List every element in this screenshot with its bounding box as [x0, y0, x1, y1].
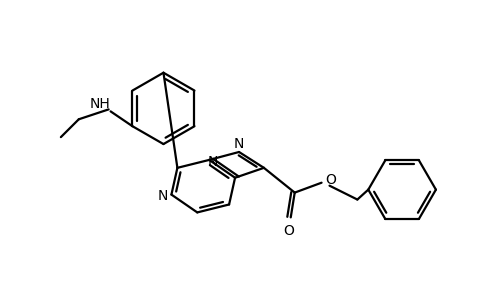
Text: N: N	[208, 155, 218, 169]
Text: NH: NH	[90, 97, 110, 111]
Text: O: O	[283, 224, 294, 238]
Text: N: N	[234, 137, 244, 151]
Text: N: N	[157, 189, 167, 203]
Text: O: O	[326, 173, 336, 187]
